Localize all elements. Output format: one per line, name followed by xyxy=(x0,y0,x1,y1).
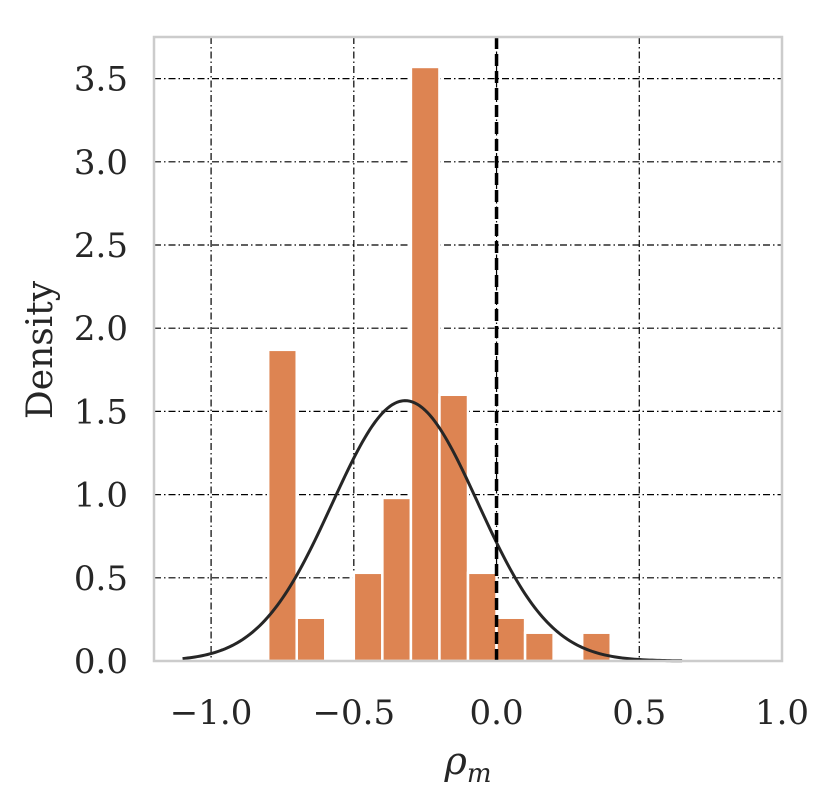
x-tick-label: −0.5 xyxy=(313,693,396,733)
y-tick-label: 0.5 xyxy=(74,559,128,599)
x-tick-labels: −1.0 −0.5 0.0 0.5 1.0 xyxy=(170,693,809,733)
histogram-bar xyxy=(523,631,555,663)
x-tick-label: 1.0 xyxy=(755,693,809,733)
x-tick-label: −1.0 xyxy=(170,693,253,733)
histogram-bar xyxy=(409,65,441,663)
histogram-bar xyxy=(352,571,384,663)
y-tick-labels: 0.0 0.5 1.0 1.5 2.0 2.5 3.0 3.5 xyxy=(74,60,128,682)
y-tick-label: 3.5 xyxy=(74,60,128,100)
histogram-bar xyxy=(295,616,327,663)
y-tick-label: 1.0 xyxy=(74,476,128,516)
histogram-bars xyxy=(266,65,612,663)
histogram-bar xyxy=(466,571,498,663)
x-axis-label-subscript: m xyxy=(467,759,492,789)
x-tick-label: 0.0 xyxy=(470,693,524,733)
y-tick-label: 1.5 xyxy=(74,392,128,432)
x-axis-label: ρm xyxy=(444,739,492,789)
histogram-bar xyxy=(438,393,470,663)
histogram-bar xyxy=(266,348,298,663)
normal-fit-curve-group xyxy=(182,399,683,663)
y-tick-label: 2.0 xyxy=(74,309,128,349)
y-tick-label: 0.0 xyxy=(74,642,128,682)
y-tick-label: 2.5 xyxy=(74,226,128,266)
histogram-bar xyxy=(381,496,413,663)
x-axis-label-symbol: ρ xyxy=(444,739,468,783)
y-axis-label: Density xyxy=(20,280,61,419)
plot-frame xyxy=(152,35,784,663)
x-tick-label: 0.5 xyxy=(612,693,666,733)
y-tick-label: 3.0 xyxy=(74,143,128,183)
histogram-bar xyxy=(495,616,527,663)
normal-fit-curve xyxy=(182,399,683,663)
